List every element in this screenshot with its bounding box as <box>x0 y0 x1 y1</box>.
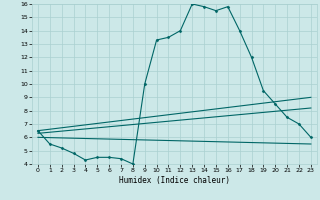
X-axis label: Humidex (Indice chaleur): Humidex (Indice chaleur) <box>119 176 230 185</box>
